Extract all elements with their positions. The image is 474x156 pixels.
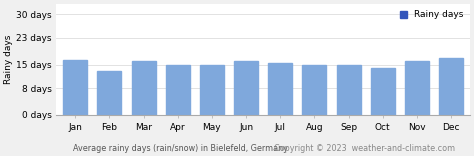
- Bar: [200, 65, 224, 115]
- Bar: [337, 65, 361, 115]
- Legend: Rainy days: Rainy days: [398, 9, 465, 21]
- Text: Average rainy days (rain/snow) in Bielefeld, Germany: Average rainy days (rain/snow) in Bielef…: [73, 144, 288, 153]
- Y-axis label: Rainy days: Rainy days: [4, 35, 13, 84]
- Bar: [132, 61, 155, 115]
- Bar: [63, 60, 87, 115]
- Bar: [166, 65, 190, 115]
- Bar: [371, 68, 395, 115]
- Bar: [234, 61, 258, 115]
- Bar: [98, 71, 121, 115]
- Bar: [405, 61, 429, 115]
- Text: Copyright © 2023  weather-and-climate.com: Copyright © 2023 weather-and-climate.com: [274, 144, 456, 153]
- Bar: [268, 63, 292, 115]
- Bar: [302, 65, 326, 115]
- Bar: [439, 58, 463, 115]
